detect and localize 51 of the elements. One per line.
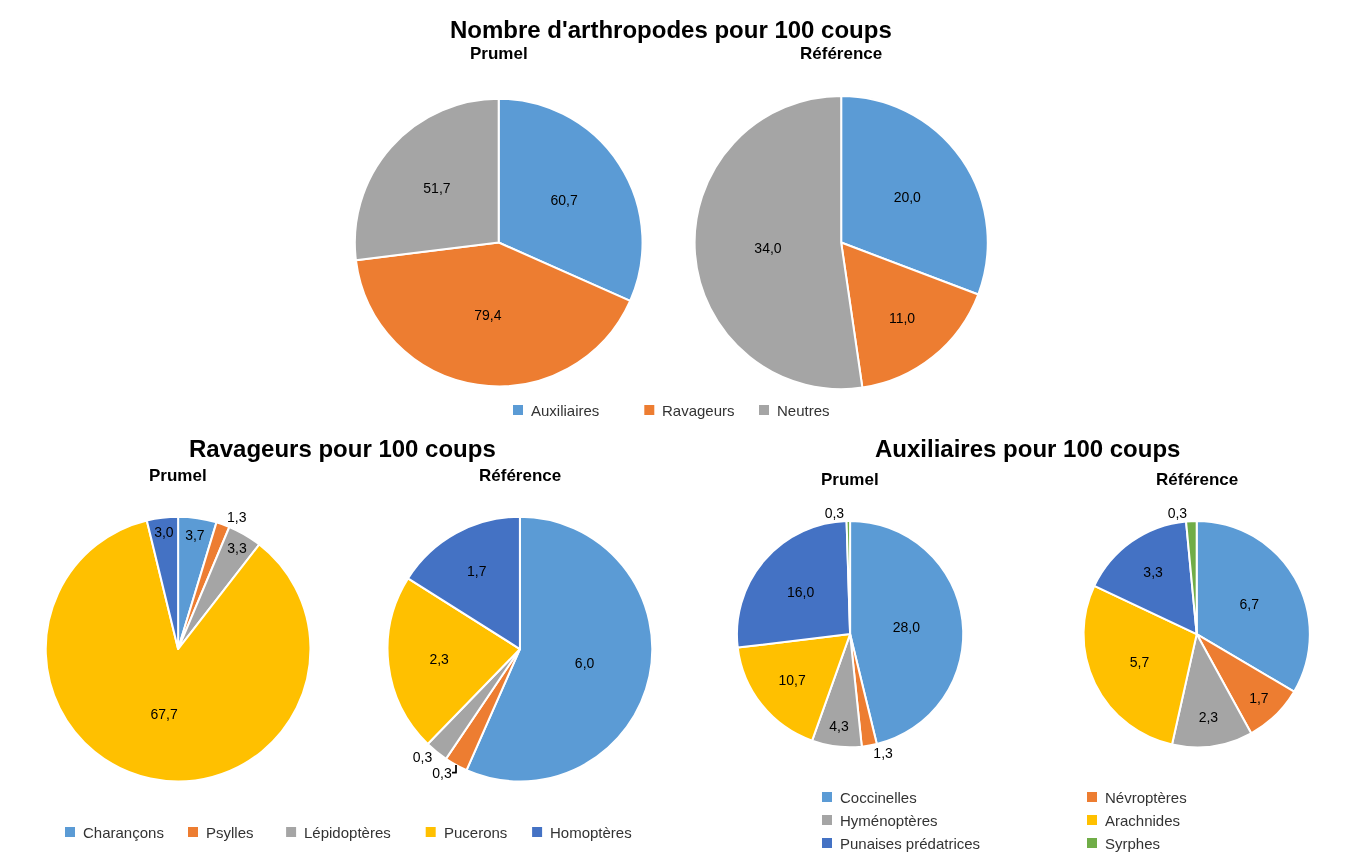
data-label: 0,3 (432, 764, 453, 781)
data-label: 6,7 (1239, 596, 1260, 613)
legend-label: Charançons (83, 824, 164, 841)
legend-label: Hyménoptères (840, 812, 938, 829)
legend-label: Psylles (206, 824, 254, 841)
data-label: 3,0 (154, 523, 174, 540)
data-label: 2,3 (1198, 708, 1219, 725)
data-label: 67,7 (150, 705, 178, 722)
data-label: 10,7 (778, 672, 806, 689)
data-label: 2,3 (429, 650, 450, 667)
data-label: 60,7 (550, 191, 579, 208)
chart-title: Ravageurs pour 100 coups (189, 435, 496, 462)
data-label: 0,3 (412, 748, 433, 765)
data-label: 4,3 (829, 718, 849, 735)
chart-title: Nombre d'arthropodes pour 100 coups (450, 16, 892, 43)
legend-label: Coccinelles (840, 789, 917, 806)
legend-label: Arachnides (1105, 812, 1181, 829)
legend-label: Auxiliaires (531, 402, 600, 419)
slice-label: Prumel (470, 44, 528, 63)
legend-label: Syrphes (1105, 835, 1161, 852)
legend-label: Pucerons (444, 824, 508, 841)
slice-label: Prumel (821, 470, 879, 489)
legend-label: Neutres (777, 402, 830, 419)
data-label: 5,7 (1129, 654, 1150, 671)
slice-label: Référence (479, 466, 562, 485)
data-label: 79,4 (474, 307, 502, 323)
slice-label: Référence (1156, 470, 1239, 489)
data-label: 1,3 (226, 509, 247, 526)
data-label: 0,3 (824, 504, 845, 521)
data-label: 1,7 (1249, 690, 1269, 707)
data-label: 20,0 (893, 188, 922, 205)
data-label: 6,0 (574, 654, 595, 671)
data-label: 3,3 (1143, 564, 1164, 581)
slice-label: Prumel (149, 466, 207, 485)
data-label: 3,7 (185, 526, 205, 543)
data-label: 1,3 (873, 745, 894, 762)
slice-label: Référence (800, 44, 883, 63)
data-label: 28,0 (892, 619, 921, 636)
legend-label: Névroptères (1105, 789, 1187, 806)
data-label: 16,0 (786, 583, 815, 600)
chart-title: Auxiliaires pour 100 coups (875, 435, 1181, 462)
data-label: 0,3 (1167, 505, 1188, 522)
data-label: 51,7 (423, 180, 451, 197)
data-label: 11,0 (888, 310, 916, 327)
data-label: 3,3 (227, 539, 247, 556)
legend-label: Ravageurs (662, 402, 735, 419)
legend-label: Lépidoptères (304, 824, 391, 841)
data-label: 1,7 (466, 562, 487, 579)
data-label: 34,0 (754, 239, 782, 256)
legend-label: Punaises prédatrices (840, 835, 981, 852)
legend-label: Homoptères (550, 824, 632, 841)
